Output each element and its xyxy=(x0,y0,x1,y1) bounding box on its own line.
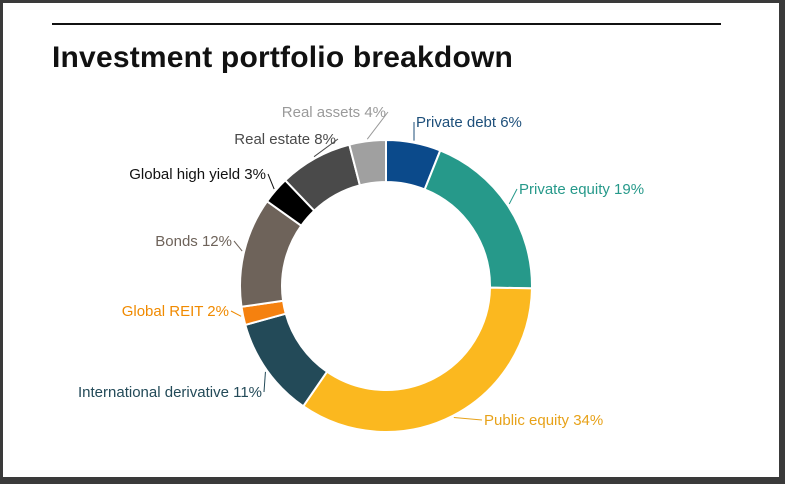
leader-line-global-high-yield xyxy=(267,173,275,190)
label-public-equity: Public equity 34% xyxy=(484,412,603,429)
label-private-equity: Private equity 19% xyxy=(519,181,644,198)
label-bonds: Bonds 12% xyxy=(155,233,232,250)
label-real-estate: Real estate 8% xyxy=(234,131,336,148)
leader-line-global-reit xyxy=(230,310,242,317)
leader-line-public-equity xyxy=(453,417,483,421)
slice-public-equity xyxy=(301,286,533,433)
slice-real-assets xyxy=(348,138,387,187)
label-global-reit: Global REIT 2% xyxy=(122,303,229,320)
leader-line-real-assets xyxy=(366,111,389,140)
chart-title: Investment portfolio breakdown xyxy=(52,41,514,74)
leader-line-private-equity xyxy=(508,188,518,205)
leader-line-real-estate xyxy=(313,138,339,158)
top-divider xyxy=(52,23,721,25)
label-real-assets: Real assets 4% xyxy=(282,104,386,121)
label-global-high-yield: Global high yield 3% xyxy=(129,166,266,183)
label-private-debt: Private debt 6% xyxy=(416,114,522,131)
label-international-derivative: International derivative 11% xyxy=(78,384,262,401)
leader-line-international-derivative xyxy=(263,371,266,393)
leader-line-bonds xyxy=(233,240,243,252)
slice-private-equity xyxy=(423,149,533,290)
